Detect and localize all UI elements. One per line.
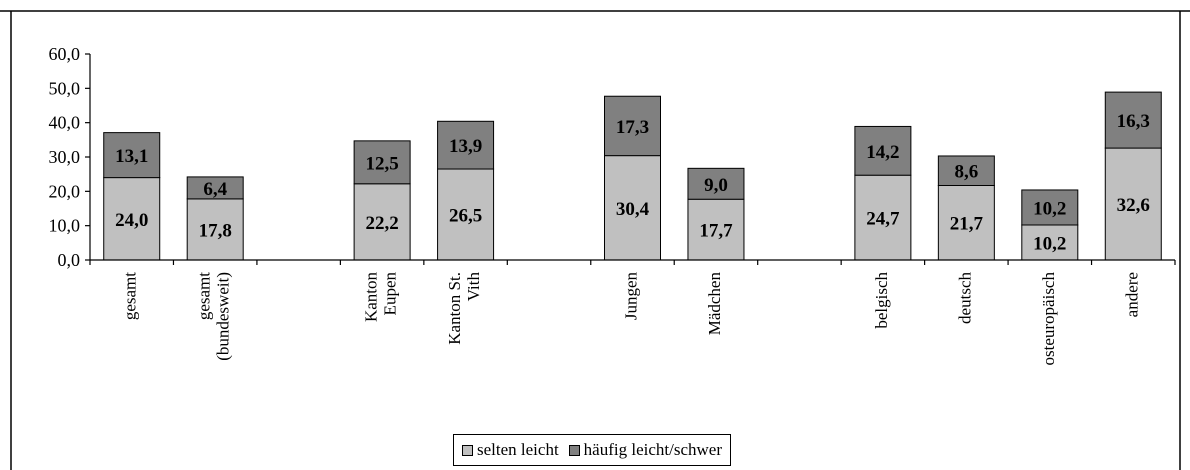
bar-segment-selten-leicht: [353, 183, 411, 261]
data-label: 21,7: [950, 214, 984, 235]
y-tick-label: 60,0: [49, 44, 81, 64]
y-axis: 0,0 10,0 20,0 30,0 40,0 50,0 60,0: [49, 44, 91, 270]
x-category-label-line: Kanton St.: [445, 272, 464, 345]
legend: selten leicht häufig leicht/schwer: [453, 434, 731, 466]
data-label: 13,9: [449, 136, 482, 157]
data-label: 9,0: [704, 175, 728, 196]
x-category-label: gesamt(bundesweit): [195, 272, 233, 361]
x-category-label-line: Jungen: [622, 272, 641, 321]
data-label: 8,6: [954, 162, 978, 183]
data-label: 14,2: [866, 142, 899, 163]
data-label: 6,4: [203, 179, 227, 200]
x-category-label: KantonEupen: [362, 272, 400, 323]
x-category-label-line: deutsch: [955, 272, 974, 324]
bar-segment-haeufig: [604, 95, 661, 157]
x-category-label-line: osteuropäisch: [1039, 272, 1058, 366]
y-tick-label: 10,0: [49, 216, 81, 236]
bar-segment-haeufig: [1021, 189, 1079, 226]
bar-segment-haeufig: [937, 155, 995, 186]
x-category-label: belgisch: [872, 272, 891, 329]
data-label: 24,0: [115, 210, 148, 231]
x-category-label-line: andere: [1122, 272, 1141, 317]
y-tick-label: 40,0: [49, 113, 81, 133]
y-tick-label: 50,0: [49, 78, 81, 98]
x-category-label-line: Eupen: [381, 272, 400, 316]
bar-segment-haeufig: [854, 125, 912, 176]
x-category-label-line: belgisch: [872, 272, 891, 329]
data-label: 26,5: [449, 206, 482, 227]
y-tick-label: 0,0: [58, 250, 81, 270]
data-label: 32,6: [1117, 195, 1150, 216]
data-label: 17,8: [199, 220, 232, 241]
x-category-label: Kanton St.Vith: [445, 272, 483, 345]
x-category-label-line: gesamt: [195, 272, 214, 320]
x-category-label: andere: [1122, 272, 1141, 317]
x-category-label: Mädchen: [705, 272, 724, 336]
data-label: 13,1: [115, 146, 148, 167]
bar-segment-selten-leicht: [687, 198, 745, 261]
data-label: 17,3: [616, 117, 649, 138]
legend-swatch-selten-leicht: [462, 444, 473, 456]
x-category-label-line: Mädchen: [705, 272, 724, 336]
bar-segment-haeufig: [186, 176, 244, 200]
x-category-label-line: Kanton: [362, 272, 381, 323]
bar-segment-haeufig: [1104, 91, 1162, 149]
data-label: 16,3: [1117, 111, 1150, 132]
x-category-label-line: (bundesweit): [214, 272, 233, 361]
bar-segment-haeufig: [687, 167, 745, 200]
bar-segment-haeufig: [437, 120, 495, 170]
bar-segment-selten-leicht: [1021, 224, 1079, 261]
bars: 24,0 13,1 17,8 6,4 22,2 12,5 26,5 13,9 30,4 17,3 1…: [103, 91, 1162, 261]
x-category-label: Jungen: [622, 272, 641, 321]
bar-segment-selten-leicht: [186, 198, 244, 261]
bar-segment-selten-leicht: [604, 155, 661, 261]
y-tick-label: 20,0: [49, 181, 81, 201]
data-label: 22,2: [365, 213, 398, 234]
legend-item-haeufig: häufig leicht/schwer: [568, 440, 722, 460]
x-category-label-line: Vith: [464, 272, 483, 302]
legend-swatch-haeufig: [568, 444, 580, 456]
y-tick-label: 30,0: [49, 147, 81, 167]
data-label: 10,2: [1033, 233, 1066, 254]
bar-segment-selten-leicht: [854, 174, 912, 261]
legend-item-selten-leicht: selten leicht: [462, 440, 559, 460]
x-category-label: gesamt: [121, 272, 140, 320]
x-category-label: osteuropäisch: [1039, 272, 1058, 366]
bar-segment-selten-leicht: [437, 168, 495, 261]
data-label: 30,4: [616, 199, 650, 220]
bar-segment-haeufig: [103, 132, 161, 179]
x-axis: gesamt gesamt(bundesweit) KantonEupen Kanto…: [89, 259, 1176, 366]
x-category-label: deutsch: [955, 272, 974, 324]
bar-segment-selten-leicht: [103, 177, 161, 261]
x-category-label-line: gesamt: [121, 272, 140, 320]
legend-label-haeufig: häufig leicht/schwer: [583, 440, 722, 459]
data-label: 24,7: [866, 209, 900, 230]
legend-label-selten-leicht: selten leicht: [477, 440, 559, 459]
data-label: 17,7: [699, 221, 733, 242]
data-label: 12,5: [365, 153, 398, 174]
data-label: 10,2: [1033, 198, 1066, 219]
bar-segment-haeufig: [353, 140, 411, 185]
